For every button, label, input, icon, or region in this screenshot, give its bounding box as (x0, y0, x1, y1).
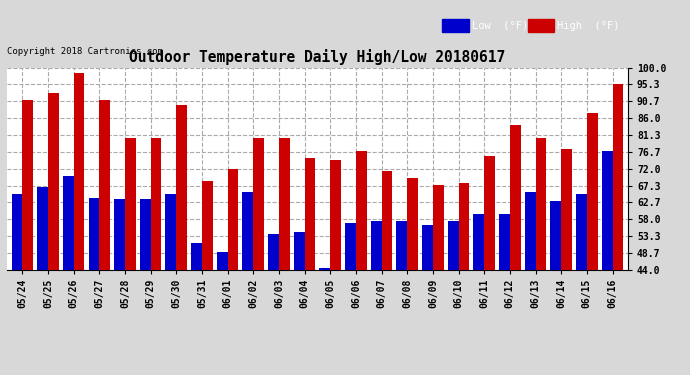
Bar (473, 214, 484, 270)
Bar (371, 221, 382, 270)
Bar (524, 192, 535, 270)
Bar (459, 183, 469, 270)
Bar (114, 200, 125, 270)
Bar (176, 105, 187, 270)
Bar (319, 268, 331, 270)
Bar (12, 194, 22, 270)
Bar (125, 138, 136, 270)
Bar (294, 232, 304, 270)
Bar (345, 223, 356, 270)
Bar (561, 149, 572, 270)
Text: Copyright 2018 Cartronics.com: Copyright 2018 Cartronics.com (7, 47, 163, 56)
Bar (382, 171, 393, 270)
Bar (602, 151, 613, 270)
Bar (217, 252, 228, 270)
Bar (356, 151, 366, 270)
Legend: Low  (°F), High  (°F): Low (°F), High (°F) (440, 16, 622, 35)
Bar (499, 214, 510, 270)
Bar (586, 113, 598, 270)
Bar (484, 156, 495, 270)
Bar (551, 201, 561, 270)
Bar (99, 100, 110, 270)
Bar (422, 225, 433, 270)
Bar (613, 84, 623, 270)
Bar (166, 194, 176, 270)
Bar (510, 125, 521, 270)
Bar (228, 169, 238, 270)
Bar (74, 73, 84, 270)
Bar (22, 100, 33, 270)
Bar (535, 138, 546, 270)
Bar (331, 160, 341, 270)
Bar (576, 194, 586, 270)
Bar (268, 234, 279, 270)
Bar (88, 198, 99, 270)
Bar (253, 138, 264, 270)
Bar (150, 138, 161, 270)
Bar (397, 221, 407, 270)
Bar (63, 176, 74, 270)
Bar (48, 93, 59, 270)
Bar (433, 185, 444, 270)
Bar (448, 221, 459, 270)
Title: Outdoor Temperature Daily High/Low 20180617: Outdoor Temperature Daily High/Low 20180… (129, 49, 506, 65)
Bar (140, 200, 150, 270)
Bar (242, 192, 253, 270)
Bar (279, 138, 290, 270)
Bar (304, 158, 315, 270)
Bar (37, 187, 48, 270)
Bar (407, 178, 418, 270)
Bar (202, 182, 213, 270)
Bar (191, 243, 202, 270)
